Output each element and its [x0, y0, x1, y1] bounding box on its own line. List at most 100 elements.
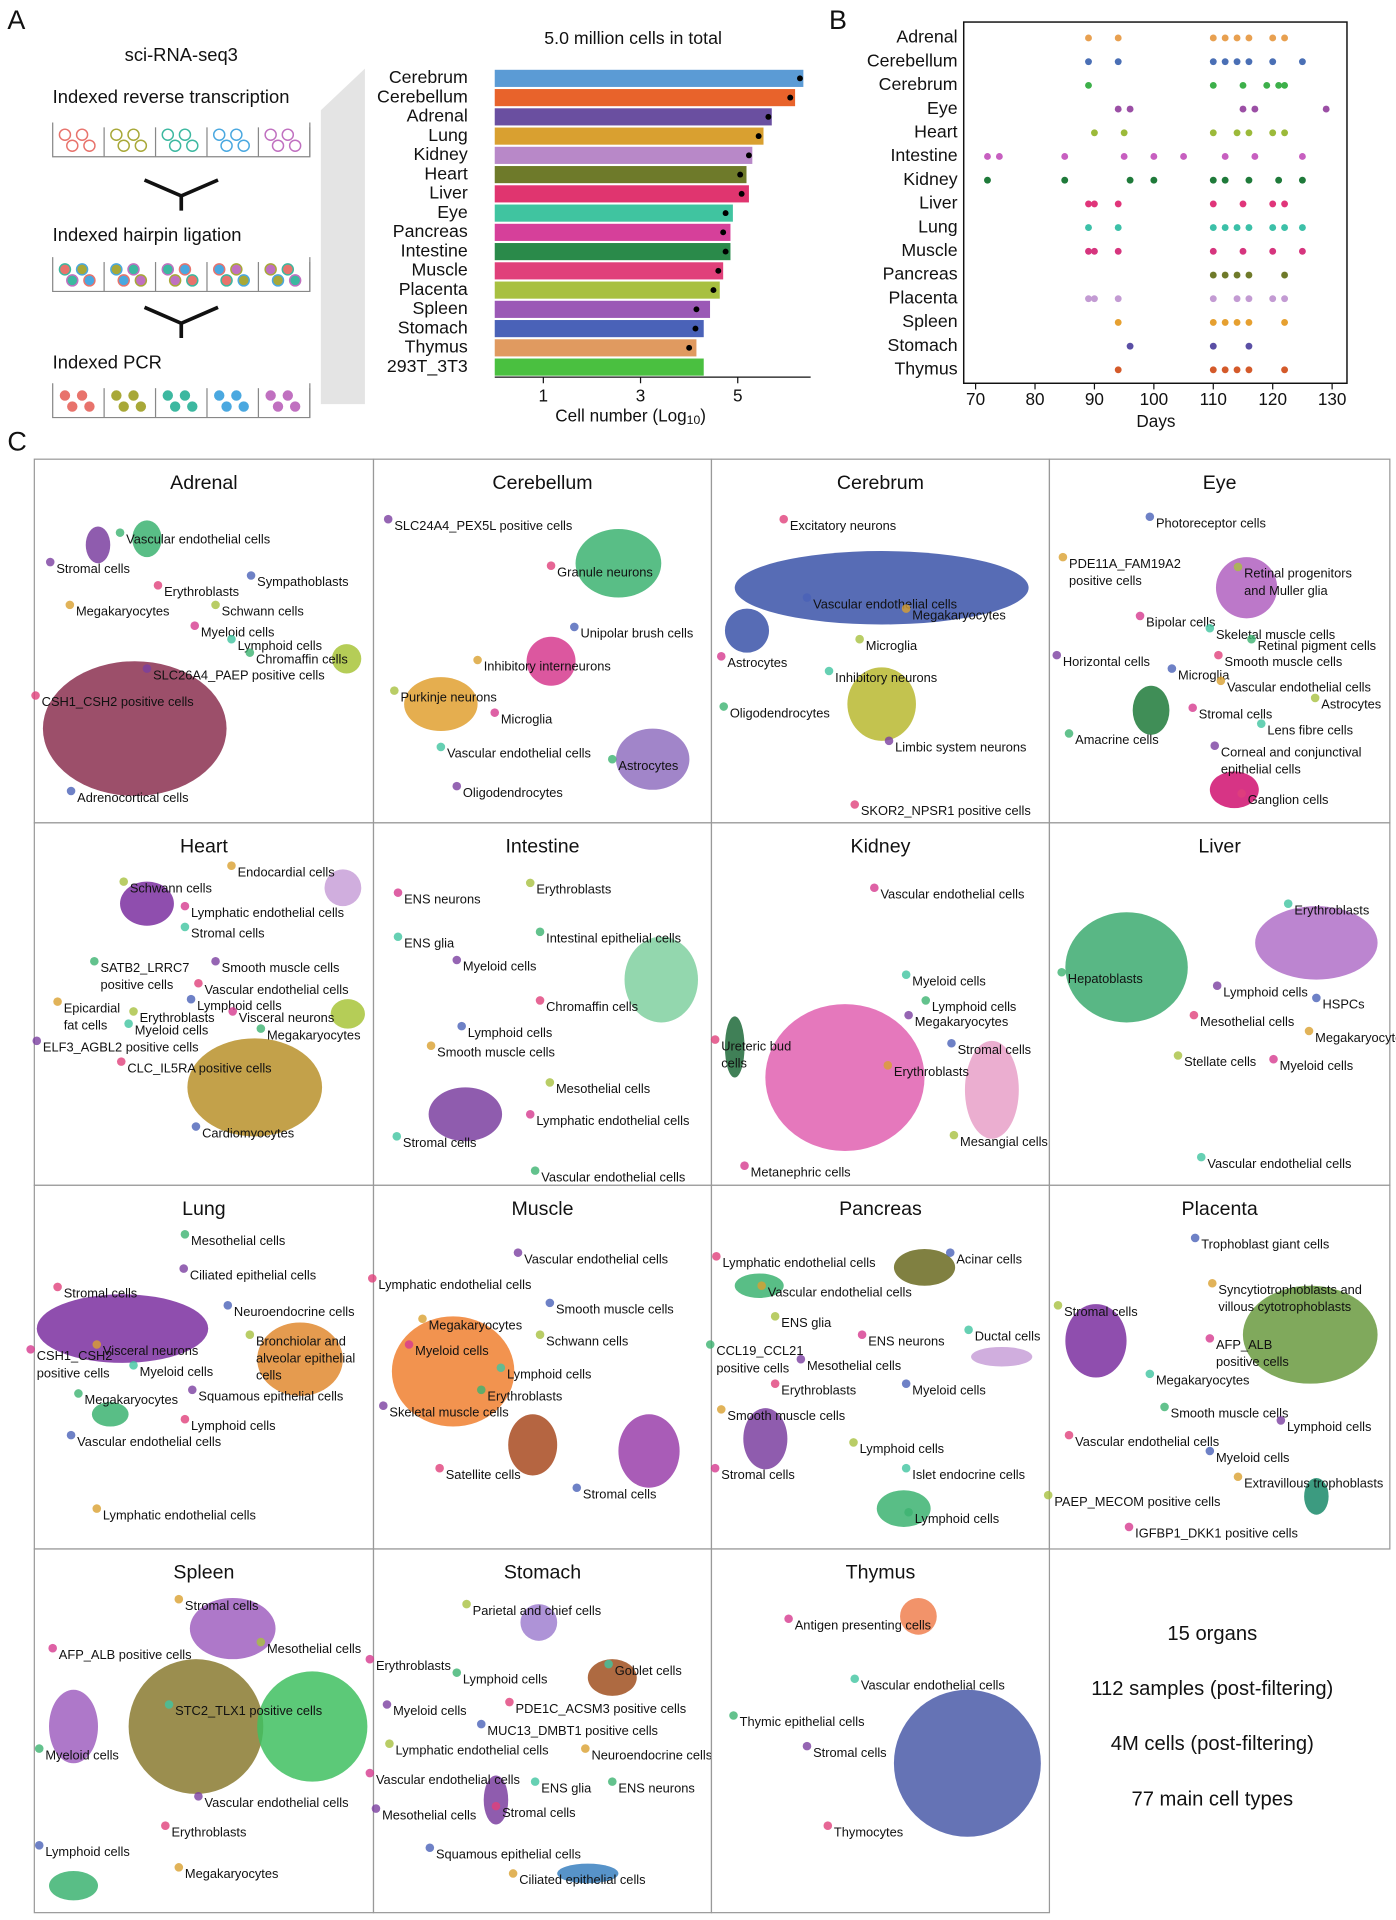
cluster [802, 593, 812, 602]
cluster [734, 551, 1029, 625]
cell-type-label: Vascular endothelial cells [126, 531, 270, 546]
bar [494, 166, 747, 184]
dot [1233, 129, 1241, 137]
cluster [1237, 789, 1246, 798]
bead [161, 128, 175, 141]
bead [186, 139, 199, 152]
bar [494, 69, 804, 87]
bead [281, 128, 295, 141]
dot [745, 152, 752, 159]
cell-type-label: Stromal cells [1064, 1304, 1138, 1319]
cluster [581, 1744, 590, 1753]
y-tick-label: Cerebellum [377, 86, 468, 106]
cell-type-label: Cardiomyocytes [202, 1125, 294, 1140]
dot [1091, 129, 1098, 137]
cluster [710, 1035, 720, 1044]
cell-type-label: Ductal cells [975, 1329, 1041, 1344]
cell-type-label: ENS glia [541, 1780, 592, 1795]
cluster [452, 955, 462, 965]
dot [1322, 105, 1330, 113]
cluster [174, 1863, 184, 1872]
umap-panel: Endocardial cells Schwann cells Lymphatic … [32, 822, 375, 1186]
dot [1233, 224, 1241, 232]
cluster [1247, 634, 1256, 644]
cell-type-label: Myeloid cells [463, 959, 537, 974]
dot [1281, 129, 1289, 137]
x-tick-label: 5 [733, 385, 743, 405]
cell-type-label: Megakaryocytes [1156, 1373, 1250, 1388]
dot [1281, 200, 1289, 208]
cell-type-label: SLC24A4_PEX5L positive cells [394, 518, 572, 533]
cell-type-label: Mesangial cells [960, 1134, 1048, 1149]
cluster [186, 994, 196, 1004]
cluster [1190, 1233, 1200, 1243]
dot [1269, 224, 1277, 232]
cluster [65, 600, 75, 610]
cluster [92, 1504, 102, 1513]
bead [263, 388, 278, 403]
cell-type-label: ENS glia [404, 935, 455, 950]
y-tick-label: 293T_3T3 [387, 356, 468, 377]
cluster [128, 1659, 264, 1794]
bead [161, 263, 175, 276]
cluster [26, 1345, 35, 1354]
bead [270, 399, 286, 414]
cluster [1233, 1472, 1243, 1482]
bead [219, 399, 234, 414]
bar [494, 339, 697, 357]
cluster [1283, 899, 1293, 908]
dot [1209, 366, 1217, 374]
cluster [508, 1414, 558, 1476]
cell-type-label: Squamous epithelial cells [198, 1389, 343, 1404]
cluster [142, 664, 152, 673]
cell-type-label: Vascular endothelial cells [77, 1434, 221, 1449]
dot [1245, 224, 1253, 232]
y-tick-label: Kidney [903, 169, 957, 189]
x-axis-label-sub: 10 [687, 413, 701, 427]
schematic-title: sci-RNA-seq3 [125, 44, 238, 65]
cluster [391, 1316, 515, 1427]
bead [220, 139, 233, 152]
y-tick-label: Cerebrum [389, 67, 468, 87]
bead [237, 274, 250, 287]
cluster [893, 1689, 1041, 1837]
y-tick-label: Muscle [412, 260, 468, 280]
dot [1085, 224, 1092, 232]
dot [1209, 224, 1217, 232]
cell-type-label: Lymphatic endothelial cells [378, 1277, 531, 1292]
bead [57, 388, 72, 403]
cell-type-label: Myeloid cells [912, 1382, 986, 1397]
cell-type-label: Lymphoid cells [191, 1418, 275, 1433]
cell-type-label: Erythroblasts [781, 1382, 856, 1397]
cluster [530, 1166, 540, 1175]
dot [1120, 129, 1128, 137]
cluster [1205, 1334, 1215, 1343]
cluster [371, 1804, 381, 1813]
cell-type-label: Astrocytes [618, 758, 678, 773]
bead [126, 388, 141, 403]
cell-type-label: Trophoblast giant cells [1201, 1237, 1329, 1252]
dot [710, 287, 717, 294]
cluster [1212, 981, 1222, 990]
bead [117, 274, 130, 287]
cell-type-label: Megakaryocytes [1315, 1030, 1396, 1045]
bead [58, 128, 72, 141]
dot [686, 344, 693, 351]
cluster [1145, 512, 1155, 522]
dot [1114, 200, 1122, 208]
cluster [45, 557, 55, 567]
cluster [491, 1801, 501, 1811]
cell-type-label: Stromal cells [403, 1135, 477, 1150]
bead [109, 388, 124, 403]
dot [1245, 176, 1253, 184]
cluster [1215, 557, 1278, 619]
cell-type-label: STC2_TLX1 positive cells [175, 1703, 322, 1718]
cluster [331, 644, 362, 674]
cluster [228, 1007, 237, 1016]
y-tick-label: Heart [914, 121, 957, 141]
x-axis-label-end: ) [700, 405, 706, 425]
bar [494, 243, 731, 261]
cell-type-label: Neuroendocrine cells [234, 1304, 355, 1319]
cell-type-label: Skeletal muscle cells [1216, 627, 1335, 642]
